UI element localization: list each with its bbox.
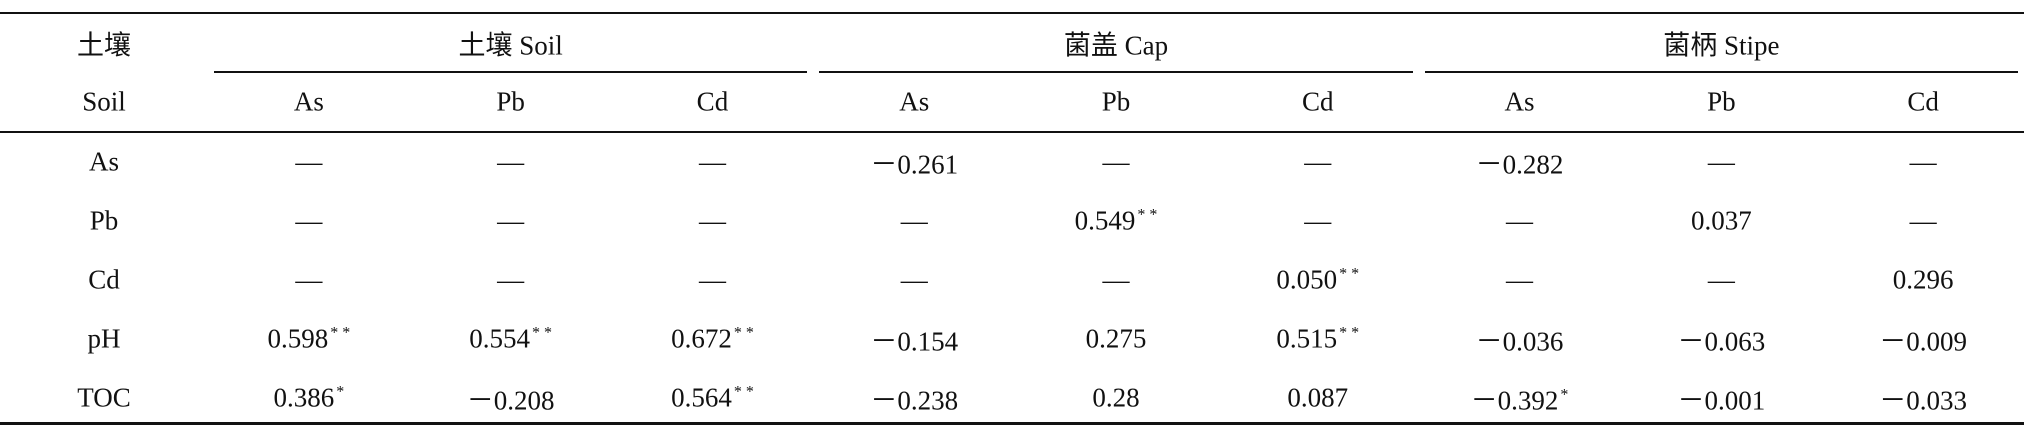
group-header: 菌柄 Stipe [1663,30,1780,61]
significance-mark: * * [1339,324,1360,342]
group-rule [1424,71,2018,73]
table-cell: — [900,264,928,295]
table-cell: — [295,146,323,177]
table-cell: — [900,205,928,236]
column-header: Cd [1302,86,1334,117]
column-header: Pb [496,86,525,117]
row-label: TOC [77,382,131,413]
table-cell: — [1506,264,1534,295]
group-rule [214,71,808,73]
table-cell: 0.386 * [274,383,345,414]
cell-value: 0.564 [671,382,732,413]
table-cell: －0.033 [1879,385,1967,416]
table-cell: — [295,264,323,295]
row-label: pH [87,323,121,354]
table-cell: — [698,264,726,295]
table-cell: 0.275 [1085,323,1147,354]
table-cell: 0.515 * * [1276,324,1359,355]
table-cell: －0.154 [870,326,959,357]
table-cell: 0.549 * * [1075,206,1158,237]
table-cell: — [1102,264,1130,295]
significance-mark: * * [330,324,351,342]
table-cell: — [1102,146,1130,177]
significance-mark: * * [1137,206,1158,224]
table-cell: 0.672 * * [671,324,754,355]
column-header: As [293,86,324,117]
table-cell: 0.050 * * [1276,265,1359,296]
row-label: As [88,146,120,177]
table-cell: －0.261 [870,149,959,180]
cell-value: 0.598 [267,323,329,354]
table-cell: －0.282 [1475,149,1564,180]
table-cell: 0.554 * * [469,324,552,355]
column-header: Pb [1101,86,1131,117]
bottom-rule [0,422,2024,425]
row-label: Pb [89,205,119,236]
table-cell: — [497,264,525,295]
group-rule [819,71,1413,73]
cell-value: 0.515 [1276,323,1338,354]
table-cell: — [698,146,726,177]
table-cell: 0.087 [1287,382,1349,413]
group-header: 菌盖 Cap [1063,30,1169,61]
column-header: As [1504,86,1535,117]
significance-mark: * [1560,386,1569,404]
significance-mark: * * [532,324,553,342]
table-cell: — [497,205,525,236]
corner-label: 土壤 [77,30,131,61]
cell-value: 0.672 [671,323,732,354]
column-header: As [899,86,930,117]
table-cell: －0.001 [1677,385,1766,416]
table-cell: — [1909,205,1937,236]
table-cell: 0.296 [1892,264,1954,295]
group-header: 土壤 Soil [458,30,563,61]
cell-value: 0.549 [1074,205,1136,236]
column-header: Pb [1707,86,1736,117]
table-cell: －0.063 [1677,326,1766,357]
header-rule [0,131,2024,133]
table-cell: — [1304,205,1332,236]
row-label: Cd [88,264,120,295]
cell-value: －0.392 [1470,385,1559,416]
table-cell: — [1707,146,1735,177]
table-cell: — [497,146,525,177]
table-cell: 0.598 * * [268,324,351,355]
table-cell: — [1707,264,1735,295]
table-cell: 0.28 [1092,382,1140,413]
table-cell: －0.036 [1475,326,1564,357]
top-rule [0,12,2024,14]
cell-value: 0.386 [273,382,335,413]
table-cell: 0.037 [1690,205,1752,236]
table-cell: — [1909,146,1937,177]
table-cell: — [1304,146,1332,177]
column-header: Cd [696,86,729,117]
corner-label: Soil [82,86,126,117]
table-cell: — [1506,205,1534,236]
table-cell: — [698,205,726,236]
column-header: Cd [1907,86,1939,117]
table-cell: — [295,205,323,236]
table-cell: 0.564 * * [671,383,754,414]
table-cell: －0.238 [870,385,959,416]
table-cell: －0.208 [466,385,555,416]
significance-mark: * [336,383,345,401]
table-cell: －0.009 [1879,326,1967,357]
table-cell: －0.392 * [1471,379,1569,418]
significance-mark: * * [1339,265,1360,283]
significance-mark: * * [733,324,754,342]
significance-mark: * * [733,383,754,401]
cell-value: 0.050 [1276,264,1338,295]
cell-value: 0.554 [469,323,531,354]
